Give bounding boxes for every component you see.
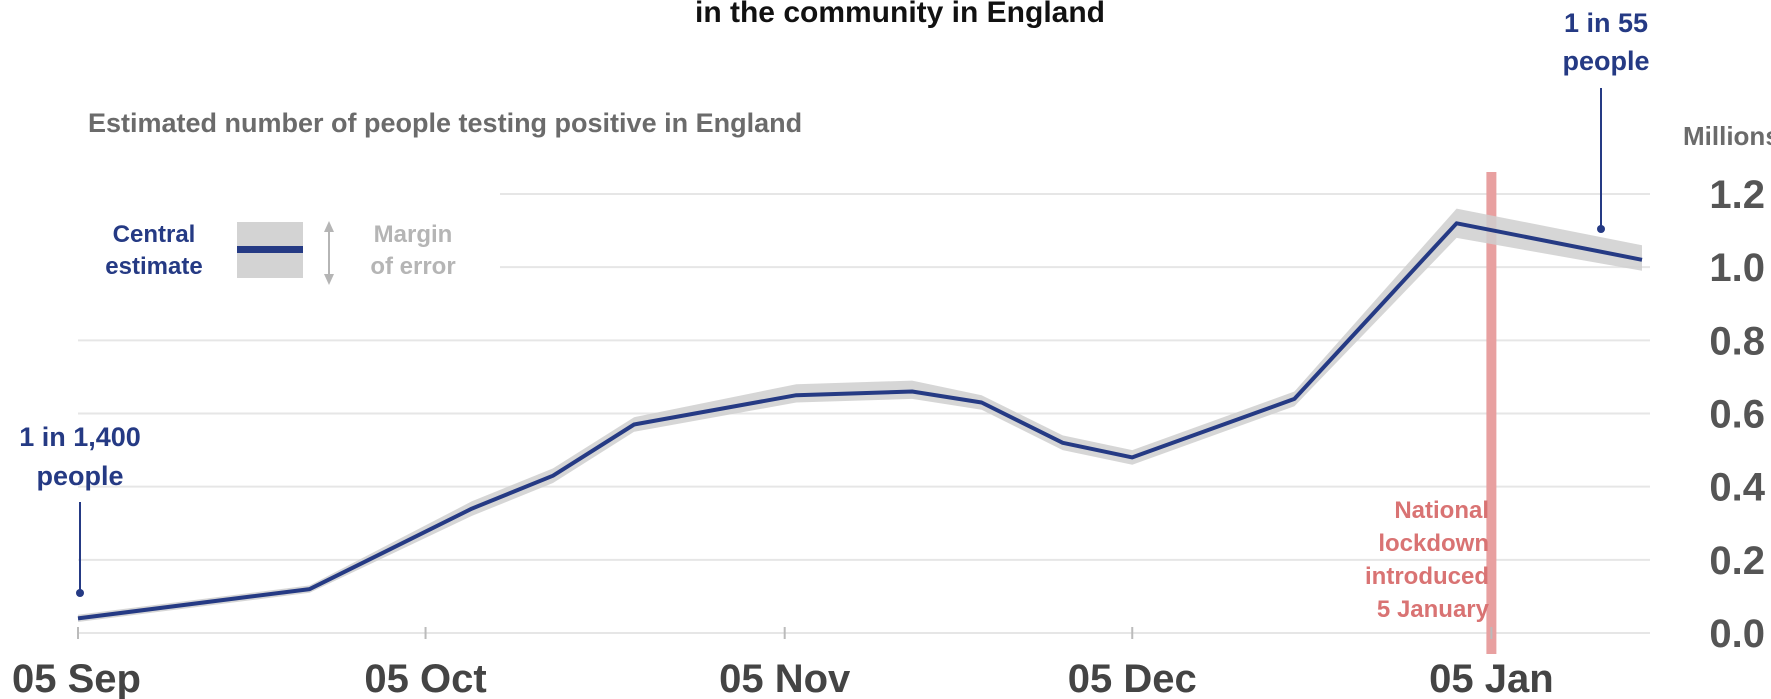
annotation-start-leader [76,502,84,597]
leader-dot [76,589,84,597]
y-tick-label: 0.0 [1709,612,1765,656]
y-tick-label: 0.2 [1709,539,1765,583]
legend-line-label-1: Central [113,221,196,248]
lockdown-label-line-2: lockdown [1378,530,1489,557]
legend: Central estimate Margin of error [105,221,456,285]
leader-dot [1597,225,1605,233]
chart-subtitle: Estimated number of people testing posit… [88,108,802,138]
x-tick-label: 05 Nov [719,657,851,699]
legend-band-label-2: of error [370,253,455,280]
lockdown-marker [1486,172,1497,654]
annotation-start-line-1: 1 in 1,400 [19,422,141,452]
x-tick-label: 05 Dec [1068,657,1197,699]
annotation-end-line-1: 1 in 55 [1564,8,1648,38]
y-tick-label: 0.4 [1709,466,1765,510]
annotation-end-leader [1597,88,1605,233]
y-tick-label: 0.6 [1709,393,1765,437]
x-axis-ticks: 05 Sep 05 Oct 05 Nov 05 Dec 05 Jan [12,627,1554,699]
annotation-lockdown: National lockdown introduced 5 January [1365,497,1490,623]
y-tick-label: 0.8 [1709,319,1765,363]
legend-arrow-down-icon [324,274,334,285]
y-tick-label: 1.2 [1709,173,1765,217]
annotation-start: 1 in 1,400 people [19,422,141,491]
x-tick-label: 05 Sep [12,657,141,699]
x-tick-label: 05 Jan [1429,657,1554,699]
legend-band-label-1: Margin [374,221,453,248]
chart-title: in the community in England [695,0,1105,29]
lockdown-label-line-1: National [1394,497,1489,524]
annotation-end-line-2: people [1562,46,1649,76]
lockdown-label-line-4: 5 January [1377,596,1490,623]
x-tick-label: 05 Oct [364,657,486,699]
annotation-end: 1 in 55 people [1562,8,1649,76]
legend-line-label-2: estimate [105,253,202,280]
lockdown-label-line-3: introduced [1365,563,1489,590]
y-tick-label: 1.0 [1709,246,1765,290]
legend-line-swatch [237,246,303,253]
y-axis-ticks: 0.0 0.2 0.4 0.6 0.8 1.0 1.2 [1709,173,1765,656]
central-estimate-line [77,221,1643,621]
annotation-start-line-2: people [36,461,123,491]
title-line: in the community in England [695,0,1105,29]
unit-label: Millions [1683,121,1771,151]
grid-lines [78,193,1650,634]
legend-arrow-up-icon [324,221,334,232]
